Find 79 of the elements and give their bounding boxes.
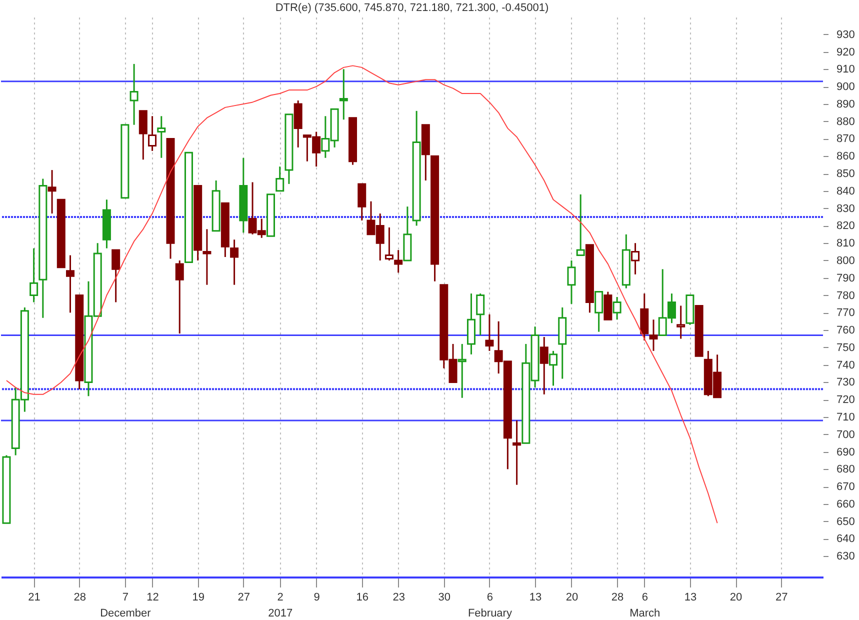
y-tick-label: 630 (836, 550, 855, 563)
candlestick (594, 291, 604, 333)
candlestick (676, 304, 686, 340)
y-tick-label: 860 (836, 150, 855, 163)
x-tick-label: 23 (392, 592, 405, 604)
candlestick (157, 115, 166, 159)
x-tick-label: 13 (529, 592, 542, 604)
y-tick-label: 910 (836, 64, 855, 76)
y-tick-label: 640 (836, 533, 855, 546)
y-tick-label: 820 (836, 220, 855, 232)
candlestick (112, 249, 120, 303)
y-tick-label: 830 (836, 202, 855, 215)
candlestick (48, 169, 56, 214)
x-tick-label: 6 February (468, 592, 512, 620)
y-tick-label: 800 (836, 254, 855, 267)
x-tick-label: 9 (314, 592, 320, 604)
y-tick-label: 700 (836, 428, 855, 441)
x-tick-label: 6 March (630, 592, 660, 620)
candlestick (649, 318, 658, 352)
y-tick-label: 720 (836, 394, 855, 406)
x-tick-label: 2 2017 (268, 592, 293, 620)
candlestick (339, 68, 348, 120)
y-tick-label: 870 (836, 133, 855, 146)
candlestick (476, 292, 485, 336)
candlestick (458, 343, 466, 399)
y-tick-label: 890 (836, 98, 855, 110)
candlestick (576, 194, 585, 256)
y-tick-label: 850 (836, 168, 855, 180)
y-tick-label: 930 (836, 28, 855, 41)
y-tick-label: 920 (836, 46, 855, 58)
x-tick-label: 27 (238, 592, 250, 604)
candlestick (175, 260, 184, 334)
candlestick (130, 63, 138, 126)
candlestick (549, 350, 558, 386)
y-tick-label: 750 (836, 342, 855, 354)
candlestick (148, 115, 157, 152)
y-tick-label: 760 (836, 324, 855, 337)
y-tick-label: 650 (836, 516, 855, 528)
y-tick-label: 740 (836, 359, 855, 372)
y-tick-label: 690 (836, 446, 855, 458)
y-tick-label: 710 (836, 412, 855, 424)
chart-title: DTR(e) (735.600, 745.870, 721.180, 721.300, -0.45001) (275, 2, 549, 14)
line-series (6, 65, 718, 524)
x-tick-label: 20 (730, 592, 742, 604)
candlestick (230, 238, 239, 286)
x-tick-label: 13 (684, 592, 697, 604)
x-tick-label: 12 (146, 592, 159, 604)
candlestick (138, 110, 148, 160)
y-tick-label: 840 (836, 185, 855, 198)
y-tick-label: 880 (836, 116, 855, 128)
candlestick (394, 249, 403, 274)
candlestick (202, 228, 212, 286)
y-tick-label: 790 (836, 272, 855, 284)
candlestick (612, 296, 622, 320)
candlestick (66, 254, 75, 314)
y-tick-label: 680 (836, 464, 855, 476)
y-tick-label: 730 (836, 376, 855, 389)
x-tick-label: 30 (438, 592, 451, 604)
x-tick-label: 28 (74, 592, 86, 604)
candlestick (358, 183, 366, 222)
y-tick-label: 780 (836, 290, 855, 302)
candlestick (512, 420, 522, 486)
candlestick (30, 248, 38, 303)
y-tick-label: 670 (836, 481, 855, 494)
x-tick-label: 16 (356, 592, 369, 604)
y-tick-label: 660 (836, 498, 855, 510)
candlestick (276, 166, 284, 192)
y-tick-label: 770 (836, 307, 855, 320)
x-tick-label: 20 (566, 592, 578, 604)
candlestick (567, 260, 576, 305)
x-tick-label: 28 (611, 592, 624, 604)
x-tick-label: 27 (775, 592, 788, 604)
y-tick-label: 810 (836, 238, 855, 250)
x-tick-label: 19 (192, 592, 204, 604)
x-tick-label: 21 (28, 592, 40, 604)
candlestick (540, 336, 548, 396)
candlestick (384, 226, 394, 262)
y-tick-label: 900 (836, 81, 855, 94)
candlestick (485, 314, 494, 352)
